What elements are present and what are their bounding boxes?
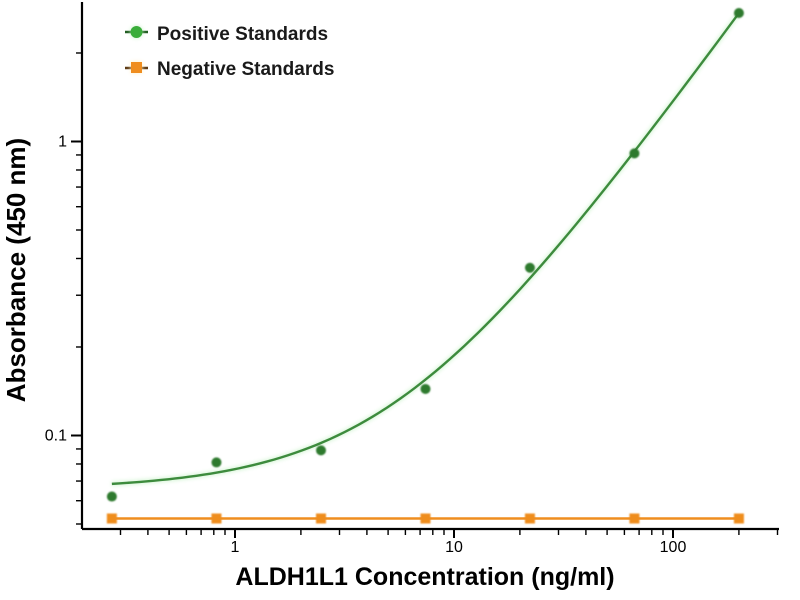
svg-text:ALDH1L1 Concentration (ng/ml): ALDH1L1 Concentration (ng/ml) <box>235 563 614 591</box>
svg-text:Positive Standards: Positive Standards <box>157 24 328 45</box>
svg-text:10: 10 <box>445 539 463 556</box>
svg-text:Absorbance (450 nm): Absorbance (450 nm) <box>1 138 31 402</box>
svg-text:100: 100 <box>660 539 687 556</box>
svg-text:0.1: 0.1 <box>45 428 67 445</box>
svg-text:1: 1 <box>58 134 67 151</box>
svg-text:Negative Standards: Negative Standards <box>157 59 334 80</box>
svg-text:1: 1 <box>231 539 240 556</box>
